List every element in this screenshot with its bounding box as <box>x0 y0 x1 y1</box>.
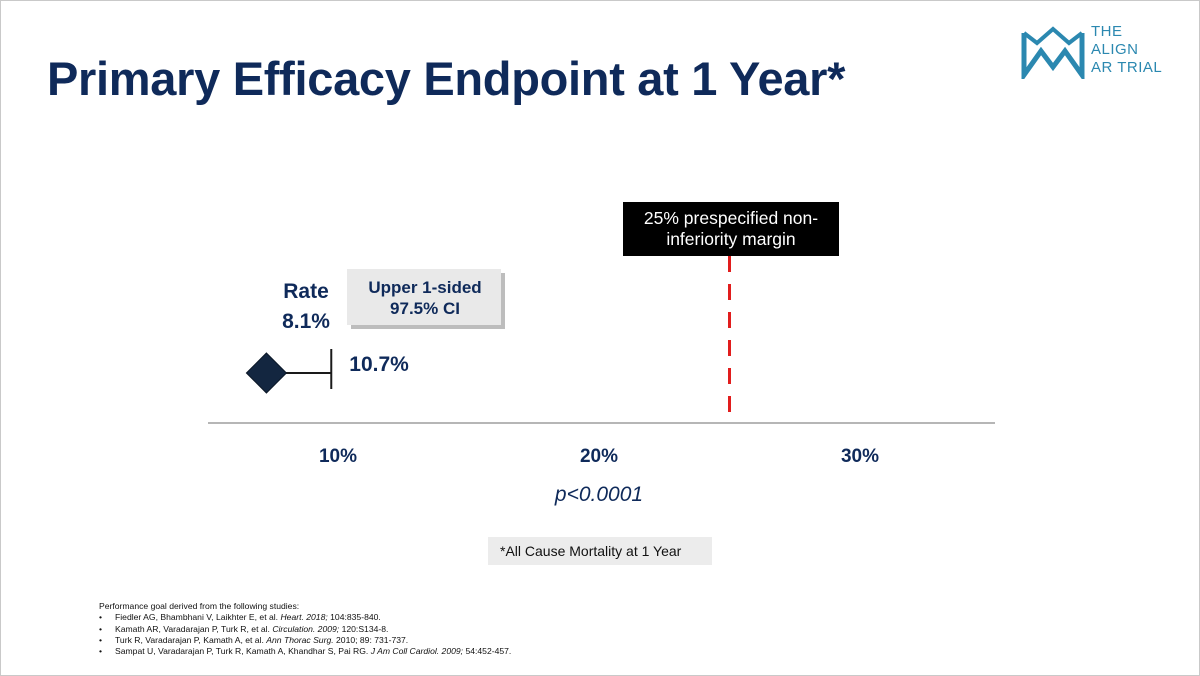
x-tick-label: 30% <box>841 446 879 467</box>
reference-item: Kamath AR, Varadarajan P, Turk R, et al.… <box>99 623 511 636</box>
slide-title: Primary Efficacy Endpoint at 1 Year* <box>47 52 846 105</box>
reference-journal: Heart. 2018; <box>280 612 328 623</box>
ci-label-box <box>347 269 501 325</box>
reference-authors: Fiedler AG, Bhambhani V, Laikhter E, et … <box>115 612 281 623</box>
reference-item: Sampat U, Varadarajan P, Turk R, Kamath … <box>99 646 512 658</box>
margin-label-box <box>623 202 839 256</box>
logo-line-1: THE <box>1091 23 1123 40</box>
ci-label-line: Upper 1-sided <box>368 278 481 297</box>
reference-authors: Sampat U, Varadarajan P, Turk R, Kamath … <box>115 646 371 657</box>
reference-citation: 120:S134-8. <box>339 623 389 634</box>
footnote-box: *All Cause Mortality at 1 Year <box>488 537 712 565</box>
reference-item: Turk R, Varadarajan P, Kamath A, et al. … <box>99 634 511 647</box>
x-tick-label: 20% <box>580 446 618 467</box>
crown-icon <box>1021 26 1085 79</box>
references-list: Fiedler AG, Bhambhani V, Laikhter E, et … <box>99 612 511 657</box>
logo-line-3: AR TRIAL <box>1091 59 1163 76</box>
logo-wordmark: THE ALIGN AR TRIAL <box>1091 23 1162 77</box>
references: Performance goal derived from the follow… <box>99 601 511 658</box>
logo-line-2: ALIGN <box>1091 41 1139 58</box>
reference-citation: 54:452-457. <box>463 646 512 657</box>
reference-authors: Kamath AR, Varadarajan P, Turk R, et al. <box>115 623 273 634</box>
reference-citation: 2010; 89: 731-737. <box>333 634 409 645</box>
reference-authors: Turk R, Varadarajan P, Kamath A, et al. <box>115 634 267 645</box>
x-tick-label: 10% <box>319 446 357 467</box>
align-ar-logo: THE ALIGN AR TRIAL <box>1021 23 1181 83</box>
reference-journal: Circulation. 2009; <box>272 623 340 634</box>
reference-citation: 104:835-840. <box>327 612 381 623</box>
references-heading: Performance goal derived from the follow… <box>99 601 300 611</box>
rate-diamond-marker <box>245 352 288 394</box>
rate-label-line: Rate <box>283 280 329 303</box>
margin-label-line: inferiority margin <box>666 229 795 249</box>
p-value-label: p<0.0001 <box>554 483 643 506</box>
ci-label-line: 97.5% CI <box>390 299 460 318</box>
reference-journal: Ann Thorac Surg. <box>266 634 334 645</box>
reference-item: Fiedler AG, Bhambhani V, Laikhter E, et … <box>99 612 511 624</box>
margin-label-line: 25% prespecified non- <box>644 208 818 228</box>
reference-journal: J Am Coll Cardiol. 2009; <box>370 646 464 657</box>
upper-ci-value-label: 10.7% <box>349 353 409 376</box>
rate-label-line: 8.1% <box>282 310 330 333</box>
